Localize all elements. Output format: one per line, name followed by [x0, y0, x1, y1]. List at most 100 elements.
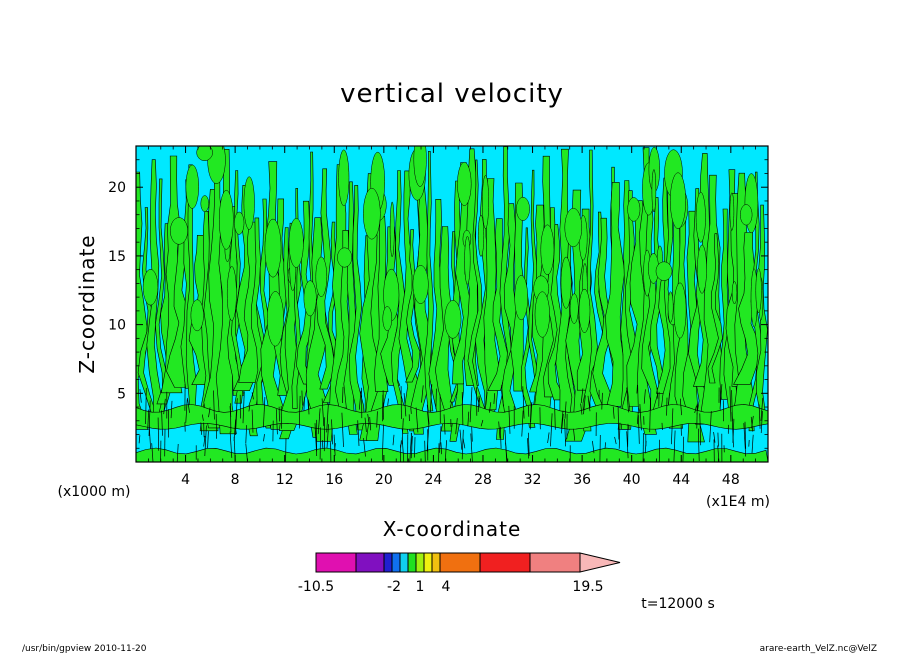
field-cell	[265, 219, 281, 277]
field-cell	[457, 162, 471, 205]
field-contour	[302, 391, 303, 406]
colorbar-labels: -10.5 -2 1 4 19.5	[298, 579, 604, 595]
y-tick-label: 10	[108, 318, 126, 334]
x-tick-label: 40	[623, 472, 641, 488]
field-contour	[718, 433, 719, 447]
field-cell	[267, 291, 283, 346]
field-contour	[415, 437, 416, 457]
field-contour	[320, 427, 321, 459]
field-cell	[696, 192, 705, 242]
field-cell	[186, 165, 199, 209]
field-contour	[436, 389, 437, 410]
colorbar-bin	[480, 553, 530, 572]
x-tick-label: 4	[181, 472, 190, 488]
field-contour	[382, 395, 383, 422]
velocity-field	[124, 132, 768, 462]
colorbar-bin	[416, 553, 424, 572]
colorbar-level-label: 4	[442, 579, 451, 595]
field-cell	[565, 208, 582, 247]
field-cell	[732, 282, 737, 304]
field-cell	[337, 248, 351, 267]
field-contour	[528, 406, 529, 417]
colorbar	[316, 553, 620, 572]
colorbar-level-label: -10.5	[298, 579, 334, 595]
field-cell	[143, 269, 158, 305]
field-cell	[570, 294, 578, 324]
field-cell	[668, 292, 673, 323]
field-cell	[244, 177, 255, 230]
colorbar-bin	[400, 553, 408, 572]
chart-title: vertical velocity	[340, 79, 564, 109]
x-axis-unit: (x1E4 m)	[706, 494, 770, 510]
field-cell	[561, 257, 571, 308]
field-cell	[170, 218, 187, 245]
x-tick-label: 28	[474, 472, 492, 488]
footer-right: arare-earth_VelZ.nc@VelZ	[760, 644, 877, 654]
time-label: t=12000 s	[641, 596, 715, 612]
colorbar-level-label: -2	[387, 579, 401, 595]
field-cell	[730, 193, 734, 231]
field-contour	[230, 403, 231, 432]
x-tick-label: 44	[672, 472, 690, 488]
x-tick-label: 20	[375, 472, 393, 488]
field-cell	[656, 262, 672, 281]
field-cell	[478, 215, 484, 256]
field-cell	[201, 196, 209, 212]
x-axis-label: X-coordinate	[383, 517, 522, 541]
x-tick-label: 12	[276, 472, 294, 488]
field-cell	[363, 188, 380, 239]
colorbar-level-label: 19.5	[572, 579, 603, 595]
field-cell	[756, 269, 762, 313]
field-cell	[289, 218, 303, 267]
field-cell	[413, 265, 428, 303]
field-cell	[670, 173, 685, 229]
x-tick-label: 32	[524, 472, 542, 488]
colorbar-bin	[530, 553, 580, 572]
field-cell	[208, 136, 226, 183]
y-tick-label: 15	[108, 249, 126, 265]
colorbar-level-label: 1	[416, 579, 425, 595]
colorbar-arrow	[580, 553, 620, 572]
field-cell	[740, 205, 752, 226]
field-cell	[515, 275, 528, 320]
field-cell	[674, 283, 686, 338]
field-cell	[219, 190, 233, 249]
field-contour	[343, 387, 344, 403]
field-contour	[637, 385, 638, 394]
field-cell	[390, 202, 394, 257]
field-cell	[227, 266, 236, 320]
field-cell	[697, 245, 706, 293]
field-contour	[322, 440, 323, 449]
y-axis-label: Z-coordinate	[75, 234, 99, 373]
field-cell	[304, 281, 316, 316]
field-cell	[191, 300, 204, 331]
field-cell	[541, 225, 554, 275]
colorbar-bin	[440, 553, 480, 572]
field-cell	[652, 169, 656, 212]
field-cell	[414, 132, 427, 187]
colorbar-bin	[316, 553, 356, 572]
field-cell	[535, 292, 550, 338]
footer-left: /usr/bin/gpview 2010-11-20	[22, 644, 147, 654]
field-cell	[445, 300, 461, 338]
colorbar-bin	[384, 553, 392, 572]
field-cell	[516, 197, 529, 220]
y-tick-label: 20	[108, 180, 126, 196]
field-cell	[579, 289, 590, 333]
field-cell	[234, 212, 244, 234]
colorbar-bin	[408, 553, 416, 572]
field-cell	[465, 236, 471, 284]
field-cell	[339, 150, 349, 206]
x-tick-label: 24	[424, 472, 442, 488]
field-contour	[411, 408, 412, 414]
colorbar-bin	[432, 553, 440, 572]
y-axis-unit: (x1000 m)	[58, 484, 131, 500]
field-cell	[628, 198, 640, 222]
x-tick-label: 48	[722, 472, 740, 488]
x-tick-label: 16	[325, 472, 343, 488]
x-tick-label: 36	[573, 472, 591, 488]
colorbar-bin	[356, 553, 384, 572]
colorbar-bin	[424, 553, 432, 572]
x-tick-label: 8	[231, 472, 240, 488]
